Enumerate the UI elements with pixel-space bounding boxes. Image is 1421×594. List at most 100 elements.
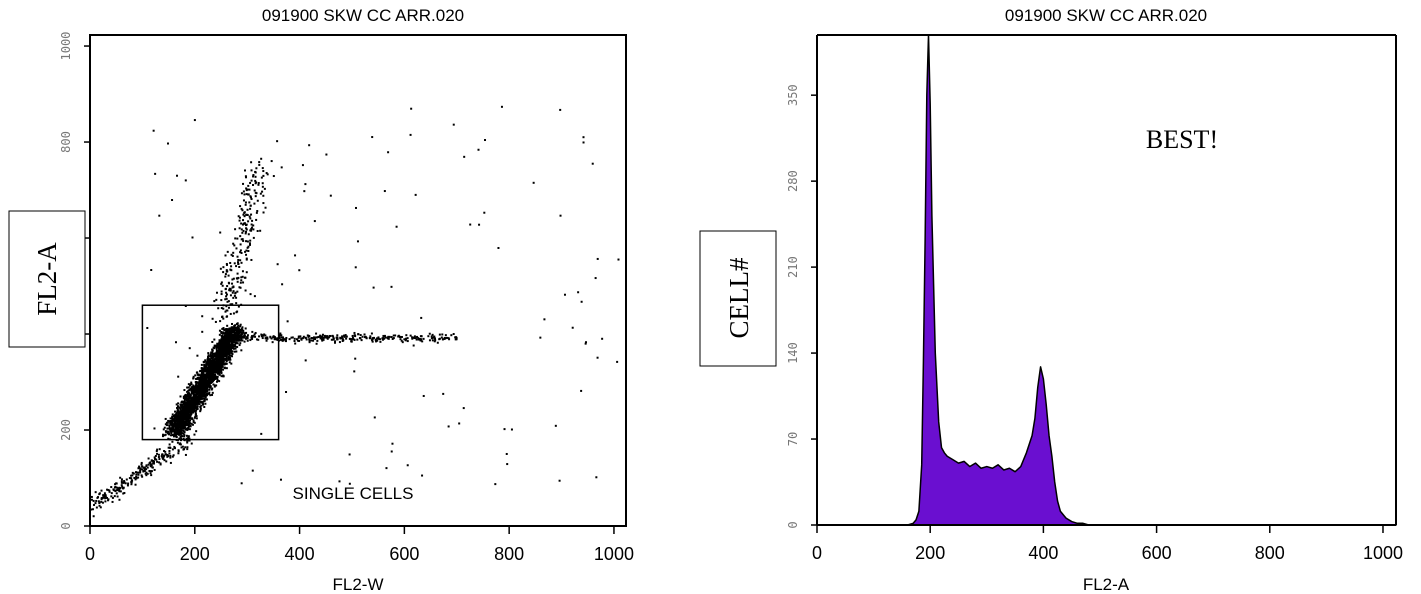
scatter-point [222,349,225,352]
scatter-point [440,336,443,339]
scatter-point [455,338,458,341]
scatter-point [190,405,193,408]
histogram-axes [816,34,1397,526]
scatter-point [245,228,248,231]
scatter-x-tick-label: 200 [180,544,210,564]
scatter-x-tick-label: 600 [389,544,419,564]
scatter-point [244,232,247,235]
scatter-point [212,383,215,386]
scatter-point [251,335,254,338]
scatter-point [276,263,279,266]
scatter-point [187,423,190,426]
scatter-point [227,281,230,284]
scatter-point [153,456,156,459]
scatter-point [240,192,243,195]
scatter-point [228,330,231,333]
scatter-point [196,391,199,394]
scatter-point [580,300,583,303]
scatter-point [353,370,356,373]
scatter-point [189,410,192,413]
scatter-point [207,384,210,387]
scatter-point [120,481,123,484]
scatter-point [186,441,189,444]
scatter-point [188,401,191,404]
scatter-point [211,340,214,343]
scatter-point [179,435,182,438]
scatter-point [241,326,244,329]
scatter-point [255,181,258,184]
scatter-point [141,475,144,478]
scatter-point [279,332,282,335]
scatter-point [375,339,378,342]
scatter-point [236,325,239,328]
scatter-point [201,368,204,371]
scatter-point [174,430,177,433]
scatter-point [203,360,206,363]
scatter-point [177,411,180,414]
scatter-point [447,337,450,340]
scatter-point [237,324,240,327]
scatter-point [108,489,111,492]
scatter-point [209,366,212,369]
scatter-point [186,415,189,418]
scatter-point [237,334,240,337]
scatter-point [189,394,192,397]
scatter-point [585,341,588,344]
scatter-point [265,336,268,339]
scatter-point [139,469,142,472]
scatter-point [198,395,201,398]
scatter-point [272,175,275,178]
scatter-point [183,414,186,417]
scatter-point [229,338,232,341]
scatter-point [240,331,243,334]
scatter-point [444,337,447,340]
scatter-point [201,401,204,404]
scatter-point [232,290,235,293]
scatter-point [329,194,332,197]
scatter-point [317,336,320,339]
scatter-point [252,174,255,177]
scatter-point [257,183,260,186]
scatter-point [245,230,248,233]
scatter-point [235,265,238,268]
scatter-point [145,474,148,477]
scatter-point [213,385,216,388]
scatter-point [175,418,178,421]
gate-label: SINGLE CELLS [293,484,414,503]
scatter-point [211,387,214,390]
scatter-point [222,355,225,358]
scatter-point [216,377,219,380]
scatter-point [219,352,222,355]
single-cells-gate[interactable] [141,304,280,441]
scatter-point [100,500,103,503]
scatter-point [203,395,206,398]
scatter-point [216,371,219,374]
scatter-point [196,399,199,402]
scatter-point [193,404,196,407]
scatter-point [254,335,257,338]
scatter-point [190,422,193,425]
scatter-point [175,420,178,423]
scatter-point [91,508,94,511]
scatter-point [594,277,597,280]
scatter-point [209,354,212,357]
scatter-point [313,338,316,341]
scatter-point [163,459,166,462]
scatter-point [153,427,156,430]
scatter-point [227,338,230,341]
scatter-point [383,334,386,337]
scatter-point [235,337,238,340]
scatter-point [213,384,216,387]
scatter-point [370,332,373,335]
scatter-point [168,450,171,453]
scatter-point [214,362,217,365]
scatter-point [191,236,194,239]
scatter-point [244,224,247,227]
scatter-point [463,155,466,158]
scatter-point [215,366,218,369]
scatter-point [194,374,197,377]
scatter-point [207,381,210,384]
scatter-point [421,340,424,343]
scatter-point [220,338,223,341]
scatter-point [325,153,328,156]
